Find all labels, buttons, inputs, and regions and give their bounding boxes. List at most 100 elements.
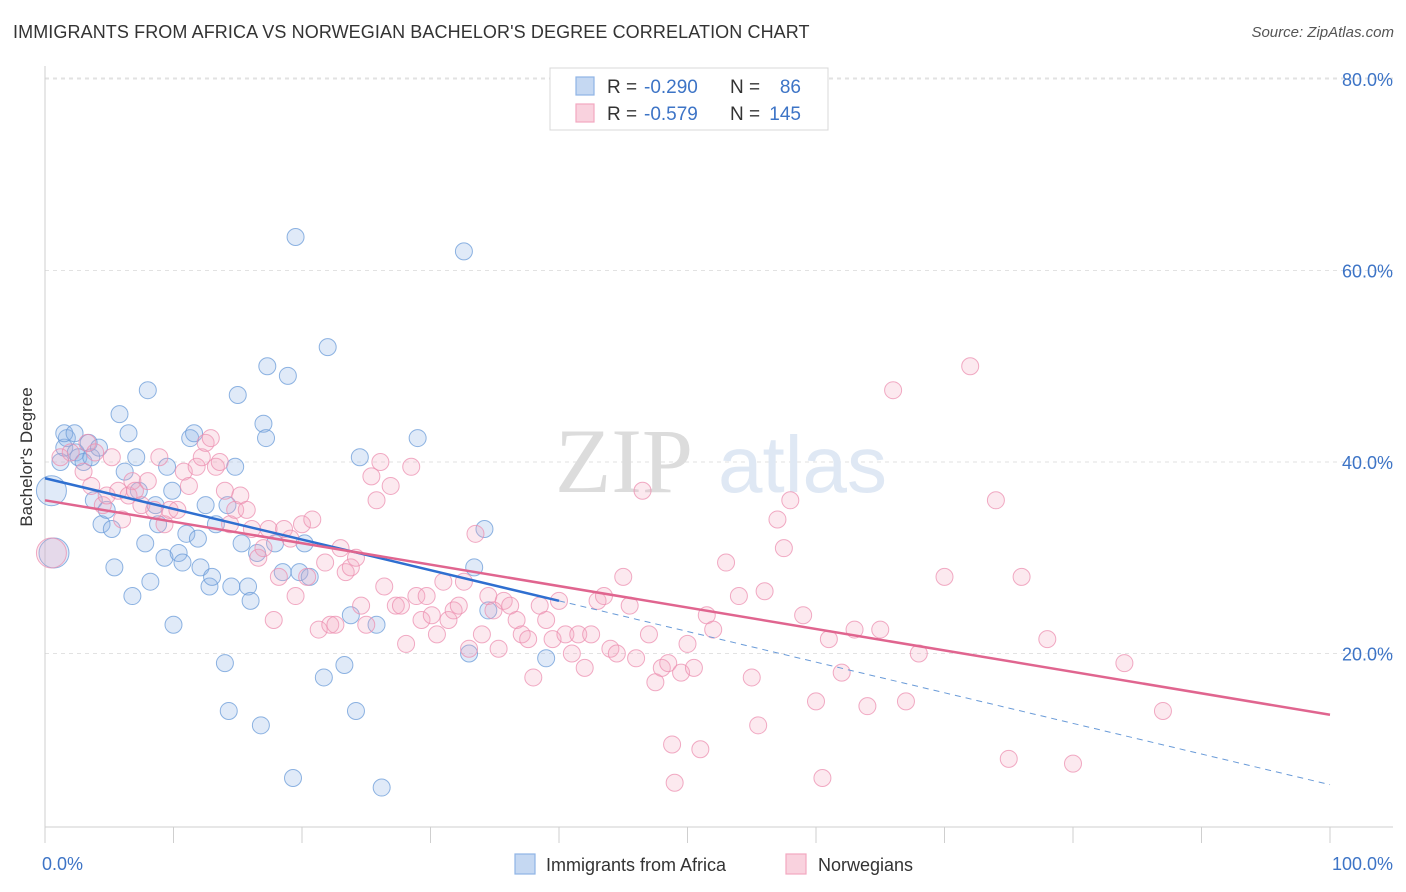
data-point — [239, 577, 258, 596]
data-point — [129, 481, 148, 500]
data-point — [858, 697, 877, 716]
data-point — [210, 453, 229, 471]
data-point — [309, 620, 328, 639]
data-point — [74, 462, 93, 481]
data-point — [258, 357, 277, 376]
data-point — [326, 615, 345, 634]
data-point — [417, 587, 436, 606]
data-point — [254, 414, 273, 433]
data-point — [191, 558, 210, 577]
data-point — [439, 610, 458, 629]
data-point — [768, 510, 787, 529]
data-point — [284, 768, 303, 787]
data-point — [86, 443, 105, 462]
data-point — [78, 433, 97, 452]
data-point — [192, 448, 211, 467]
data-point — [607, 644, 626, 663]
data-point — [362, 467, 381, 486]
data-point — [158, 457, 177, 476]
data-point — [150, 448, 169, 467]
data-point — [684, 658, 703, 677]
data-point — [303, 510, 322, 529]
data-point — [335, 655, 354, 674]
data-point — [871, 620, 890, 639]
data-point — [1115, 654, 1134, 673]
series-legend-label-norwegians: Norwegians — [818, 855, 913, 875]
x-tick-label-min: 0.0% — [42, 854, 83, 874]
data-point — [444, 601, 463, 620]
data-point — [352, 596, 371, 615]
legend-r-value-2: -0.579 — [644, 104, 698, 125]
data-point — [141, 572, 160, 591]
data-point — [367, 491, 386, 510]
data-point — [196, 433, 215, 452]
data-point — [367, 615, 386, 634]
data-point — [537, 610, 556, 629]
data-point — [375, 577, 394, 596]
data-point — [794, 606, 813, 625]
data-point — [138, 472, 157, 491]
data-point — [412, 610, 431, 629]
trend-line-africa-extension — [558, 600, 1331, 786]
data-point — [357, 615, 376, 634]
data-point — [466, 524, 485, 543]
data-point — [185, 424, 204, 443]
data-point — [237, 500, 256, 519]
series-legend-swatch-africa — [514, 853, 536, 875]
data-point — [110, 405, 129, 424]
data-point — [241, 591, 260, 610]
legend-swatch-pink — [575, 103, 595, 123]
y-tick-labels: 20.0% 40.0% 60.0% 80.0% — [1342, 70, 1393, 665]
trend-line-norwegians — [44, 499, 1331, 717]
data-point — [1012, 567, 1031, 586]
data-point — [269, 567, 288, 586]
data-point — [179, 476, 198, 495]
data-point — [123, 587, 142, 606]
data-point — [460, 639, 479, 658]
data-point — [460, 644, 479, 663]
data-point — [614, 567, 633, 586]
data-point — [472, 625, 491, 644]
data-point — [386, 596, 405, 615]
data-point — [422, 606, 441, 625]
data-point — [203, 567, 222, 586]
data-point — [489, 639, 508, 658]
data-point — [575, 658, 594, 677]
data-point — [813, 768, 832, 787]
data-point — [627, 649, 646, 668]
data-point — [286, 587, 305, 606]
data-point — [1038, 630, 1057, 649]
series-legend-swatch-norwegians — [785, 853, 807, 875]
data-point — [729, 587, 748, 606]
axes — [44, 66, 1393, 828]
data-point — [318, 338, 337, 357]
data-point — [196, 496, 215, 515]
data-point — [215, 654, 234, 673]
data-point — [397, 634, 416, 653]
data-point — [51, 448, 70, 467]
data-point — [228, 385, 247, 404]
data-point — [717, 553, 736, 572]
y-tick-label: 80.0% — [1342, 70, 1393, 90]
data-point — [663, 735, 682, 754]
legend-swatch-blue — [575, 76, 595, 96]
data-point — [475, 520, 494, 539]
data-point — [215, 481, 234, 500]
data-point — [633, 481, 652, 500]
data-point — [986, 491, 1005, 510]
legend-n-value-1: 86 — [780, 77, 801, 98]
data-point — [935, 567, 954, 586]
data-point — [188, 529, 207, 548]
data-point — [569, 625, 588, 644]
data-point — [105, 558, 124, 577]
data-point — [594, 587, 613, 606]
data-point — [582, 625, 601, 644]
y-axis-label: Bachelor's Degree — [17, 387, 36, 526]
legend-r-label-1: R = — [607, 77, 637, 98]
data-point — [562, 644, 581, 663]
data-point — [479, 601, 498, 620]
legend-r-label-2: R = — [607, 104, 637, 125]
data-point — [832, 663, 851, 682]
x-ticks — [44, 827, 1331, 843]
